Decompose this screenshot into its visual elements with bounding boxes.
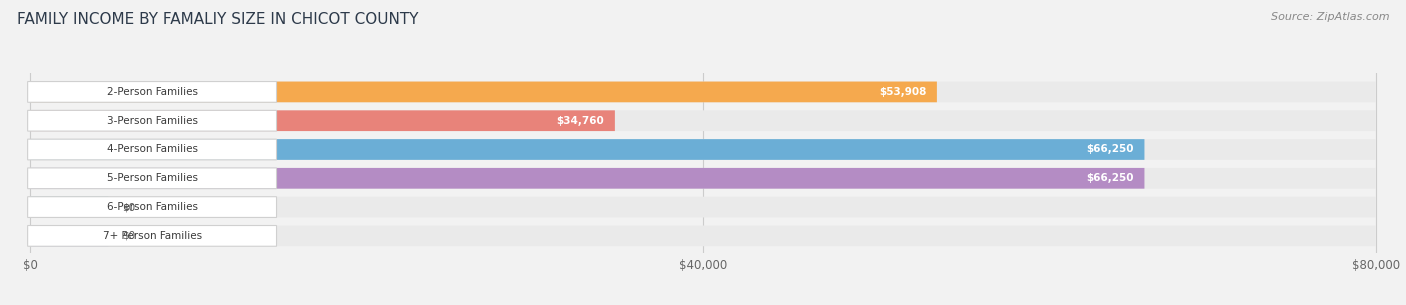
FancyBboxPatch shape: [31, 168, 1375, 189]
FancyBboxPatch shape: [31, 110, 1375, 131]
Text: 6-Person Families: 6-Person Families: [107, 202, 198, 212]
FancyBboxPatch shape: [28, 225, 277, 246]
FancyBboxPatch shape: [31, 197, 108, 217]
FancyBboxPatch shape: [31, 81, 936, 102]
Text: $0: $0: [122, 202, 135, 212]
Text: Source: ZipAtlas.com: Source: ZipAtlas.com: [1271, 12, 1389, 22]
Text: $34,760: $34,760: [557, 116, 605, 126]
Text: 5-Person Families: 5-Person Families: [107, 173, 198, 183]
Text: 7+ Person Families: 7+ Person Families: [103, 231, 201, 241]
FancyBboxPatch shape: [31, 81, 1375, 102]
FancyBboxPatch shape: [28, 197, 277, 217]
FancyBboxPatch shape: [31, 139, 1144, 160]
FancyBboxPatch shape: [31, 197, 1375, 217]
Text: $66,250: $66,250: [1087, 173, 1133, 183]
FancyBboxPatch shape: [31, 139, 1375, 160]
FancyBboxPatch shape: [28, 110, 277, 131]
FancyBboxPatch shape: [28, 168, 277, 189]
FancyBboxPatch shape: [31, 110, 614, 131]
FancyBboxPatch shape: [28, 81, 277, 102]
FancyBboxPatch shape: [31, 168, 1144, 189]
FancyBboxPatch shape: [31, 225, 1375, 246]
Text: 3-Person Families: 3-Person Families: [107, 116, 198, 126]
Text: $0: $0: [122, 231, 135, 241]
Text: $66,250: $66,250: [1087, 145, 1133, 155]
Text: FAMILY INCOME BY FAMALIY SIZE IN CHICOT COUNTY: FAMILY INCOME BY FAMALIY SIZE IN CHICOT …: [17, 12, 419, 27]
Text: 4-Person Families: 4-Person Families: [107, 145, 198, 155]
Text: $53,908: $53,908: [879, 87, 927, 97]
FancyBboxPatch shape: [28, 139, 277, 160]
Text: 2-Person Families: 2-Person Families: [107, 87, 198, 97]
FancyBboxPatch shape: [31, 225, 108, 246]
